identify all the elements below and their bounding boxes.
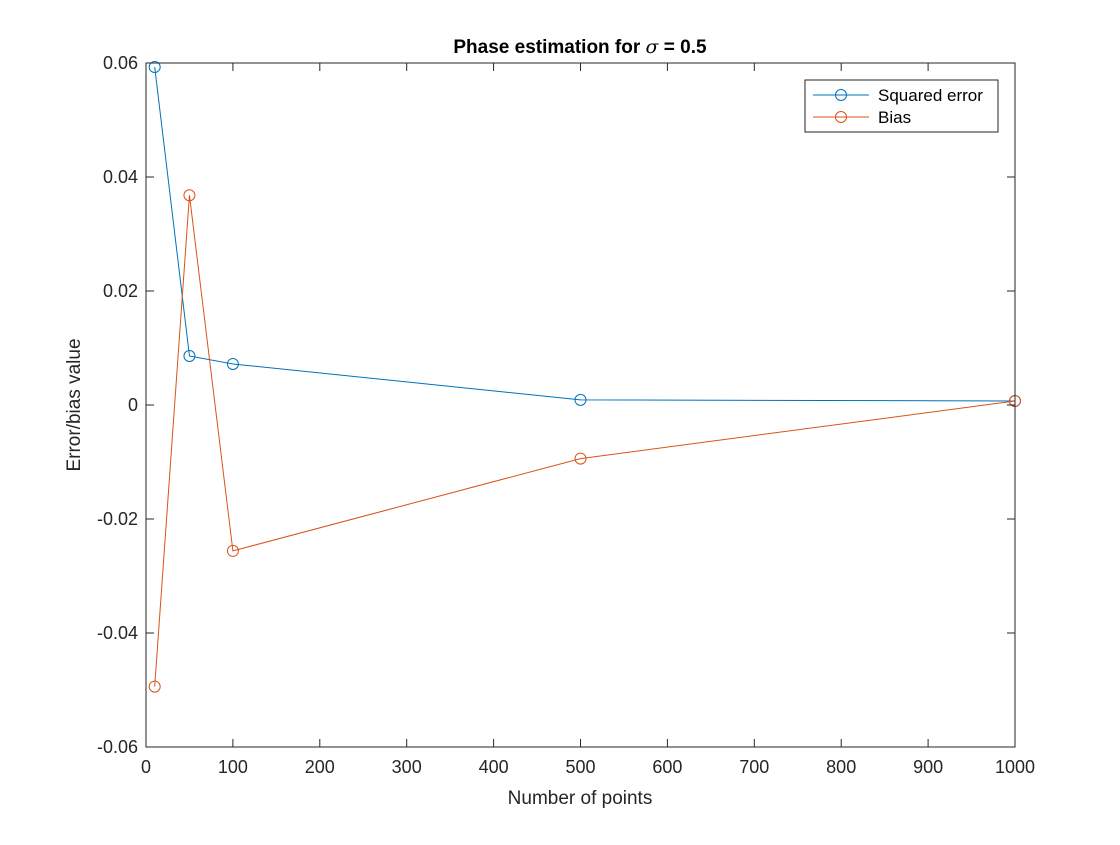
x-tick-label: 500: [565, 757, 595, 777]
x-tick-label: 900: [913, 757, 943, 777]
x-tick-label: 400: [479, 757, 509, 777]
data-point-bias: [226, 544, 239, 557]
title-suffix: = 0.5: [659, 37, 707, 58]
title-sigma-symbol: σ: [646, 36, 660, 58]
chart-title: Phase estimation for σ = 0.5: [453, 36, 707, 58]
data-point-bias: [148, 680, 161, 693]
data-point-squared-error: [148, 60, 161, 73]
y-tick-label: -0.06: [97, 737, 138, 757]
legend-marker-bias: [835, 111, 847, 123]
x-tick-label: 1000: [995, 757, 1035, 777]
x-tick-label: 800: [826, 757, 856, 777]
x-tick-label: 300: [392, 757, 422, 777]
x-tick-label: 200: [305, 757, 335, 777]
legend-entry-squared-error: Squared error: [813, 86, 983, 105]
y-tick-label: 0: [128, 395, 138, 415]
data-point-squared-error: [183, 349, 196, 362]
data-point-bias: [574, 452, 587, 465]
series-line-bias: [154, 195, 1016, 687]
x-tick-label: 600: [652, 757, 682, 777]
ticks-layer: 0 100 200 300 400 500 600 700 800 900 1000 -0.06 -0.…: [97, 53, 1035, 777]
legend: Squared error Bias: [804, 79, 999, 133]
data-point-squared-error: [574, 393, 587, 406]
title-prefix: Phase estimation for: [453, 37, 645, 58]
legend-marker-squared-error: [835, 89, 847, 101]
series-layer: [148, 60, 1021, 693]
y-axis-label: Error/bias value: [64, 338, 85, 471]
x-tick-label: 700: [739, 757, 769, 777]
y-tick-label: 0.04: [103, 167, 138, 187]
x-tick-label: 0: [141, 757, 151, 777]
series-bias: [148, 189, 1021, 693]
legend-entry-bias: Bias: [813, 108, 911, 127]
y-tick-label: -0.04: [97, 623, 138, 643]
legend-label-squared-error: Squared error: [878, 86, 983, 105]
legend-box: [804, 79, 999, 133]
y-tick-label: 0.06: [103, 53, 138, 73]
y-tick-label: 0.02: [103, 281, 138, 301]
data-point-squared-error: [226, 357, 239, 370]
x-tick-label: 100: [218, 757, 248, 777]
x-axis-label: Number of points: [508, 788, 653, 809]
legend-label-bias: Bias: [878, 108, 911, 127]
data-point-bias: [183, 189, 196, 202]
legend-items: Squared error Bias: [813, 86, 983, 127]
y-tick-label: -0.02: [97, 509, 138, 529]
series-line-squared-error: [154, 66, 1016, 402]
